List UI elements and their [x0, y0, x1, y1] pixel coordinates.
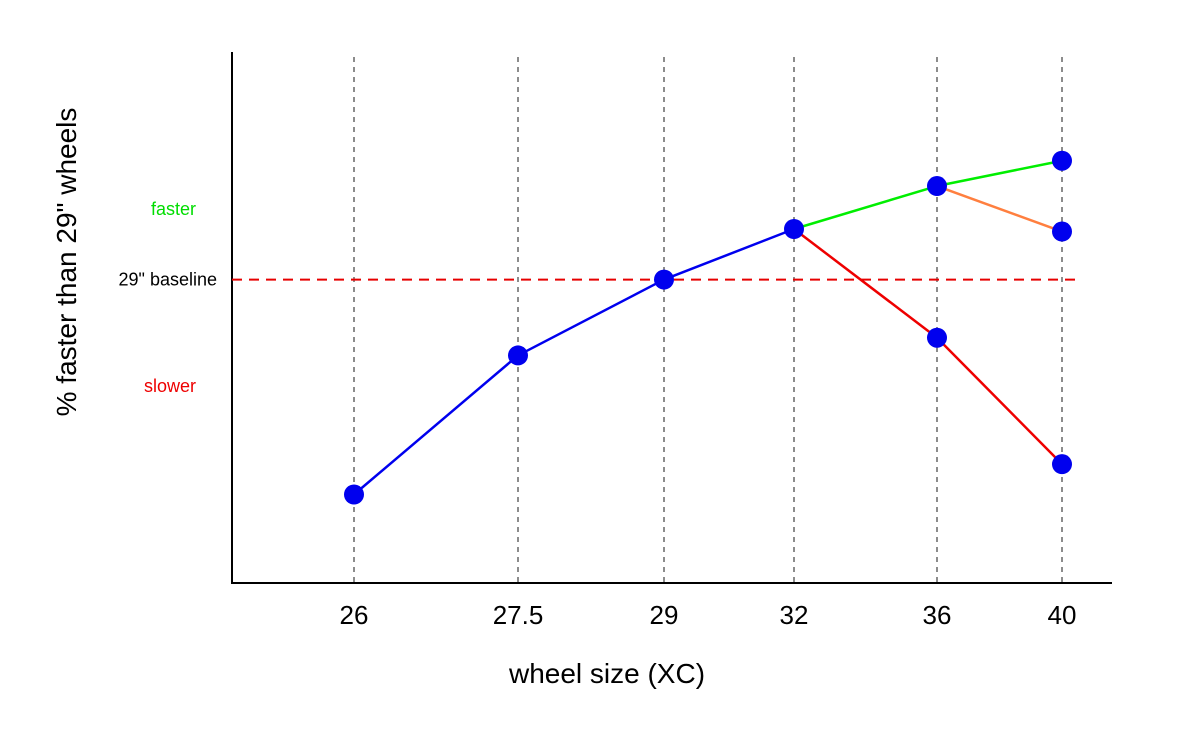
baseline-group: 29" baseline [119, 270, 1080, 290]
data-points [344, 150, 1072, 505]
series-lines [353, 159, 1063, 496]
data-point-5 [927, 176, 947, 197]
x-tick-label-40: 40 [1048, 600, 1077, 630]
baseline-label: 29" baseline [119, 270, 217, 290]
data-point-9 [1052, 454, 1072, 475]
data-point-8 [927, 327, 947, 348]
data-point-2 [508, 345, 528, 366]
x-tick-label-29: 29 [650, 600, 679, 630]
x-tick-label-26: 26 [340, 600, 369, 630]
annotation-slower: slower [144, 376, 196, 396]
y-axis-title: % faster than 29" wheels [51, 108, 82, 417]
annotation-faster: faster [151, 199, 196, 219]
x-tick-label-32: 32 [780, 600, 809, 630]
x-axis-title: wheel size (XC) [508, 658, 705, 689]
data-point-3 [654, 269, 674, 290]
x-tick-labels: 26 27.5 29 32 36 40 [340, 600, 1077, 630]
data-point-4 [784, 219, 804, 239]
data-point-6 [1052, 150, 1072, 171]
data-point-1 [344, 484, 364, 505]
axes [231, 52, 1112, 584]
annotations: faster slower [144, 199, 196, 396]
series-line-4 [793, 228, 1063, 466]
x-tick-label-27.5: 27.5 [493, 600, 544, 630]
series-line-3 [936, 184, 1063, 233]
x-tick-label-36: 36 [923, 600, 952, 630]
data-point-7 [1052, 221, 1072, 242]
series-line-2 [793, 159, 1063, 231]
series-line-1 [353, 227, 795, 496]
grid-lines [353, 57, 1063, 583]
